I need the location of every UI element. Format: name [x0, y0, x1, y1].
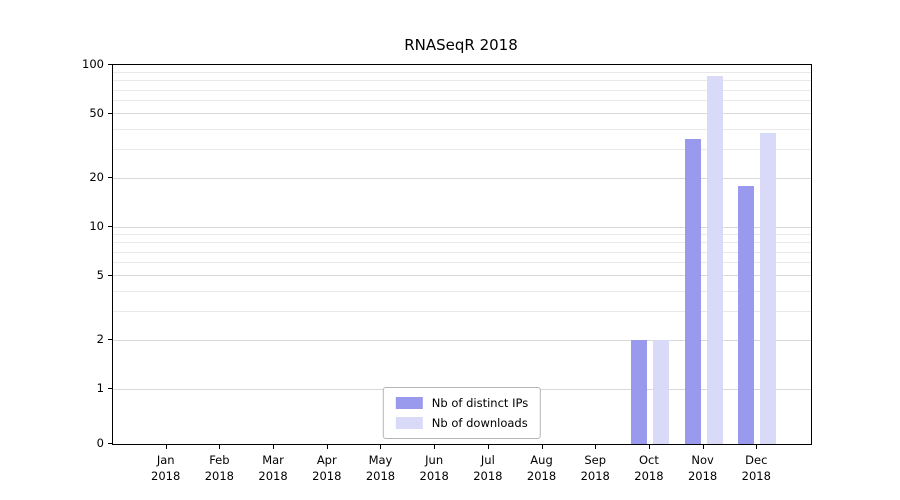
- xtick-mark-may-2018: [380, 445, 382, 449]
- xtick-label-may-2018: May 2018: [365, 453, 396, 484]
- ytick-mark-50: [108, 112, 112, 114]
- xtick-mark-sep-2018: [595, 445, 597, 449]
- ytick-mark-0: [108, 443, 112, 444]
- ytick-label-50: 50: [89, 105, 104, 120]
- xtick-mark-apr-2018: [326, 445, 328, 449]
- ytick-mark-100: [108, 64, 112, 65]
- ytick-mark-1: [108, 388, 112, 389]
- xtick-mark-feb-2018: [219, 445, 221, 449]
- xtick-label-mar-2018: Mar 2018: [258, 453, 288, 484]
- legend-label-nb-of-downloads: Nb of downloads: [431, 416, 528, 430]
- gridline-4: [113, 290, 811, 292]
- ytick-label-20: 20: [89, 170, 104, 185]
- ytick-label-100: 100: [82, 57, 104, 71]
- gridline-60: [113, 100, 811, 102]
- gridline-30: [113, 149, 811, 151]
- legend-swatch-nb-of-distinct-ips: [395, 397, 423, 409]
- xtick-label-apr-2018: Apr 2018: [312, 453, 342, 484]
- gridline-5: [113, 275, 811, 277]
- ytick-mark-2: [108, 339, 112, 341]
- xtick-label-sep-2018: Sep 2018: [580, 453, 610, 484]
- gridline-8: [113, 242, 811, 244]
- xtick-label-aug-2018: Aug 2018: [526, 453, 557, 484]
- gridline-3: [113, 311, 811, 313]
- gridline-9: [113, 233, 811, 235]
- gridline-90: [113, 71, 811, 73]
- xtick-label-jun-2018: Jun 2018: [419, 453, 449, 484]
- bars-layer: [113, 65, 811, 444]
- legend-label-nb-of-distinct-ips: Nb of distinct IPs: [431, 396, 529, 410]
- xtick-mark-jan-2018: [165, 445, 167, 449]
- ytick-label-0: 0: [96, 436, 104, 450]
- xtick-label-dec-2018: Dec 2018: [741, 453, 771, 484]
- xtick-label-jul-2018: Jul 2018: [473, 453, 503, 484]
- legend-item-nb-of-distinct-ips: Nb of distinct IPs: [395, 396, 529, 410]
- chart-title: RNASeqR 2018: [404, 36, 518, 54]
- bar-nb-of-downloads-nov-2018: [706, 76, 723, 444]
- xtick-mark-nov-2018: [702, 445, 704, 449]
- xtick-mark-aug-2018: [541, 445, 543, 449]
- plot-area: Nb of distinct IPs Nb of downloads: [112, 64, 812, 445]
- xtick-mark-jun-2018: [434, 445, 436, 449]
- xtick-mark-mar-2018: [273, 445, 275, 449]
- ytick-label-5: 5: [96, 267, 104, 282]
- bar-nb-of-downloads-dec-2018: [760, 133, 777, 444]
- xtick-mark-oct-2018: [648, 445, 650, 449]
- ytick-label-10: 10: [89, 219, 104, 233]
- gridline-20: [113, 177, 811, 179]
- gridline-10: [113, 226, 811, 228]
- ytick-label-2: 2: [96, 332, 104, 347]
- ytick-mark-10: [108, 226, 112, 227]
- legend-swatch-nb-of-downloads: [395, 417, 423, 429]
- bar-nb-of-distinct-ips-dec-2018: [738, 185, 755, 444]
- gridline-40: [113, 128, 811, 130]
- gridline-80: [113, 80, 811, 82]
- legend: Nb of distinct IPs Nb of downloads: [382, 387, 542, 439]
- ytick-mark-20: [108, 177, 112, 179]
- gridline-7: [113, 251, 811, 253]
- xtick-label-nov-2018: Nov 2018: [687, 453, 718, 484]
- xtick-label-oct-2018: Oct 2018: [634, 453, 664, 484]
- bar-nb-of-downloads-oct-2018: [652, 340, 669, 444]
- bar-nb-of-distinct-ips-oct-2018: [630, 340, 647, 444]
- xtick-label-jan-2018: Jan 2018: [151, 453, 181, 484]
- gridline-2: [113, 339, 811, 341]
- gridline-50: [113, 113, 811, 115]
- legend-item-nb-of-downloads: Nb of downloads: [395, 416, 528, 430]
- xtick-label-feb-2018: Feb 2018: [204, 453, 235, 484]
- bar-nb-of-distinct-ips-nov-2018: [684, 138, 701, 444]
- ytick-label-1: 1: [96, 381, 104, 395]
- gridline-6: [113, 262, 811, 264]
- gridline-70: [113, 89, 811, 91]
- ytick-mark-5: [108, 274, 112, 276]
- xtick-mark-dec-2018: [756, 445, 758, 449]
- xtick-mark-jul-2018: [487, 445, 489, 449]
